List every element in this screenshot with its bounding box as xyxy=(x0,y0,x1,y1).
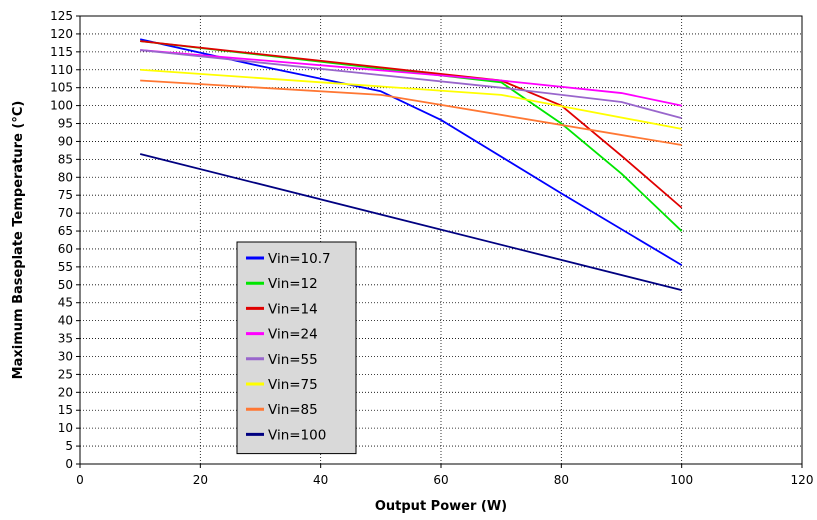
legend: Vin=10.7 Vin=12 Vin=14 Vin=24 Vin=55 Vin=75 Vi… xyxy=(236,241,357,455)
series-lines xyxy=(139,38,683,292)
y-tick-label: 20 xyxy=(58,385,73,399)
x-tick-label: 0 xyxy=(76,473,84,487)
x-tick-label: 120 xyxy=(791,473,814,487)
y-tick-label: 125 xyxy=(50,9,73,23)
y-tick-label: 115 xyxy=(50,45,73,59)
y-tick-label: 100 xyxy=(50,99,73,113)
x-tick-label: 40 xyxy=(313,473,328,487)
series-line-7 xyxy=(140,79,682,146)
y-tick-label: 70 xyxy=(58,206,73,220)
y-axis-title: Maximum Baseplate Temperature (°C) xyxy=(11,101,26,380)
series-line-5 xyxy=(140,49,682,120)
legend-label: Vin=12 xyxy=(268,276,318,292)
legend-label: Vin=100 xyxy=(268,427,326,443)
y-tick-label: 55 xyxy=(58,260,73,274)
tick-labels: 0 5 10 15 20 25 30 35 40 45 50 55 60 65 70 75 80 85 90 95 10… xyxy=(50,9,813,487)
series-line-6 xyxy=(140,68,682,130)
x-tick-label: 60 xyxy=(433,473,448,487)
y-tick-label: 30 xyxy=(58,349,73,363)
x-tick-label: 80 xyxy=(554,473,569,487)
y-tick-label: 40 xyxy=(58,314,73,328)
series-line-2 xyxy=(140,40,683,232)
y-tick-label: 35 xyxy=(58,332,73,346)
legend-label: Vin=10.7 xyxy=(268,251,331,267)
series-line-8 xyxy=(139,153,682,292)
legend-label: Vin=55 xyxy=(268,352,318,368)
y-tick-label: 95 xyxy=(58,117,73,131)
legend-label: Vin=75 xyxy=(268,377,318,393)
y-tick-label: 120 xyxy=(50,27,73,41)
series-line-1 xyxy=(139,38,683,266)
y-tick-label: 110 xyxy=(50,63,73,77)
legend-label: Vin=85 xyxy=(268,402,318,418)
y-tick-label: 0 xyxy=(65,457,73,471)
y-tick-label: 75 xyxy=(58,188,73,202)
y-tick-label: 50 xyxy=(58,278,73,292)
y-tick-label: 105 xyxy=(50,81,73,95)
y-tick-label: 85 xyxy=(58,152,73,166)
y-tick-label: 80 xyxy=(58,170,73,184)
y-tick-label: 25 xyxy=(58,367,73,381)
y-tick-label: 15 xyxy=(58,403,73,417)
legend-label: Vin=14 xyxy=(268,301,318,317)
grid-lines xyxy=(80,16,802,464)
y-tick-label: 45 xyxy=(58,296,73,310)
y-tick-label: 10 xyxy=(58,421,73,435)
x-axis-title: Output Power (W) xyxy=(375,499,507,514)
y-tick-label: 5 xyxy=(65,439,73,453)
x-tick-label: 100 xyxy=(670,473,693,487)
y-tick-label: 90 xyxy=(58,134,73,148)
legend-box xyxy=(236,241,357,455)
y-tick-label: 60 xyxy=(58,242,73,256)
y-tick-label: 65 xyxy=(58,224,73,238)
legend-label: Vin=24 xyxy=(268,327,318,343)
series-line-4 xyxy=(140,49,682,107)
x-tick-label: 20 xyxy=(193,473,208,487)
